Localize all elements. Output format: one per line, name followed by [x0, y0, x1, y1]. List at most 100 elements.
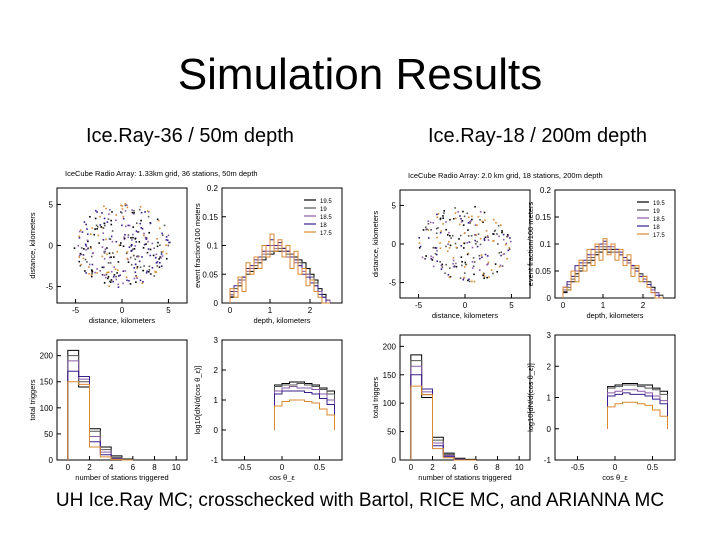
- chart-left-top-left-point: [113, 266, 115, 268]
- chart-left-top-left-point: [146, 251, 149, 254]
- chart-left-bottom-left-xtick-label: 2: [87, 463, 92, 472]
- chart-right-top-left-point: [484, 253, 487, 256]
- chart-right-top-left-title: IceCube Radio Array: 2.0 km grid, 18 sta…: [408, 171, 603, 180]
- chart-right-top-left-point: [468, 280, 471, 283]
- chart-right-top-left-ytick-label: -5: [389, 279, 397, 288]
- chart-right-top-left-point: [460, 245, 463, 247]
- chart-right-bottom-right-xtick-label: -0.5: [571, 463, 585, 472]
- chart-right-top-left-point: [468, 278, 470, 281]
- chart-right-top-left-point: [488, 276, 490, 278]
- chart-left-top-left-point: [127, 261, 130, 264]
- chart-left-top-left-point: [103, 224, 106, 227]
- chart-right-top-right-ytick-label: 0.2: [540, 186, 552, 195]
- chart-left-top-left-point: [104, 276, 107, 279]
- chart-left-bottom-left-xtick-label: 10: [172, 463, 181, 472]
- chart-left-top-left-point: [140, 226, 143, 229]
- chart-right-top-left-point: [498, 252, 501, 254]
- chart-left-top-left-point: [160, 265, 163, 267]
- chart-left-bottom-right-ytick-label: 0: [214, 426, 219, 435]
- chart-left-top-left-point: [143, 265, 145, 267]
- chart-left-top-left-point: [132, 248, 134, 251]
- chart-left-top-left-point: [97, 234, 100, 237]
- chart-right-top-left-point: [464, 261, 467, 264]
- chart-right-bottom-right-ytick-label: 2: [547, 362, 552, 371]
- chart-left-top-left-point: [129, 283, 132, 285]
- chart-left-bottom-right-frame: [221, 339, 343, 461]
- chart-right-top-left-point: [437, 227, 439, 229]
- chart-left-top-left-point: [138, 260, 141, 263]
- chart-left-top-left-point: [133, 277, 136, 280]
- chart-left-top-left-point: [132, 233, 134, 236]
- chart-left-top-left-point: [78, 237, 81, 239]
- chart-left-top-right-series-17.5: [229, 233, 330, 304]
- chart-right-top-left-point: [418, 242, 421, 245]
- chart-left-top-left-point: [133, 209, 135, 212]
- chart-right-top-left-point: [459, 277, 462, 279]
- chart-left-top-left-point: [147, 215, 150, 218]
- chart-left-top-left-title: IceCube Radio Array: 1.33km grid, 36 sta…: [65, 169, 258, 178]
- chart-left-top-left-point: [154, 270, 157, 273]
- chart-left-top-left-point: [167, 244, 170, 247]
- chart-left-top-left-point: [151, 266, 154, 269]
- chart-right-top-left-point: [439, 231, 442, 234]
- chart-left-top-left-point: [101, 255, 104, 258]
- chart-right-top-right-series-17.5: [562, 238, 663, 299]
- chart-left-top-left-point: [144, 237, 147, 240]
- chart-right-top-left-point: [439, 242, 441, 244]
- chart-right-top-left-point: [432, 265, 435, 268]
- chart-left-top-right-xlabel: depth, kilometers: [253, 316, 310, 325]
- chart-left-top-left-point: [115, 278, 118, 281]
- chart-right-top-left-point: [475, 234, 478, 236]
- chart-right-top-left-point: [461, 264, 463, 267]
- chart-left-top-left-point: [165, 236, 168, 238]
- chart-left-top-left-point: [83, 221, 86, 223]
- chart-right-top-left-point: [479, 237, 482, 240]
- chart-left-top-left-point: [135, 241, 137, 243]
- chart-right-top-left-point: [503, 253, 506, 255]
- chart-left-bottom-right-ytick-label: 1: [214, 396, 219, 405]
- chart-left-top-left-point: [91, 263, 94, 266]
- chart-right-top-right-xlabel: depth, kilometers: [586, 311, 643, 320]
- chart-left-top-left-point: [136, 255, 138, 258]
- chart-left-top-left-point: [143, 243, 146, 246]
- chart-left-top-left-point: [169, 241, 171, 244]
- chart-right-top-left-point: [442, 223, 444, 225]
- chart-left-top-left-ytick-label: -5: [46, 283, 54, 292]
- chart-right-top-left-point: [506, 257, 508, 260]
- chart-left-top-left-point: [100, 226, 103, 228]
- chart-right-top-left-point: [507, 235, 509, 237]
- chart-right-top-left-point: [505, 242, 508, 245]
- chart-right-top-left-point: [422, 229, 425, 231]
- chart-left-top-left-point: [104, 248, 107, 250]
- chart-left-top-left-point: [156, 238, 158, 240]
- chart-right-top-left-point: [458, 238, 460, 240]
- chart-left-top-left-point: [110, 235, 113, 238]
- chart-left-top-left-point: [144, 236, 147, 239]
- chart-left-top-left-point: [82, 257, 85, 260]
- chart-left-top-left-point: [105, 238, 107, 241]
- chart-left-bottom-right-ylabel: log10[dN/d(cos θ_ε)]: [193, 366, 202, 435]
- chart-left-top-left-point: [135, 275, 137, 277]
- chart-left-top-left-point: [90, 255, 93, 258]
- chart-right-top-left-point: [486, 276, 488, 279]
- chart-left-top-left-point: [103, 205, 105, 208]
- chart-left-top-left-point: [117, 286, 120, 288]
- chart-right-top-left-point: [447, 274, 450, 276]
- chart-right-top-left-point: [436, 216, 439, 219]
- chart-left-top-left-point: [158, 227, 161, 230]
- chart-right-top-left-point: [473, 280, 476, 283]
- chart-right-bottom-right-series-18: [607, 392, 668, 429]
- chart-left-top-left-point: [108, 213, 110, 215]
- chart-left-top-right-xtick-label: 0: [228, 306, 233, 315]
- chart-right-top-left-point: [427, 237, 430, 239]
- chart-right-top-left-point: [432, 246, 435, 249]
- chart-left-top-left-point: [80, 247, 83, 249]
- chart-left-top-left-point: [124, 210, 127, 212]
- chart-left-top-left-point: [99, 215, 101, 218]
- chart-left-top-left-point: [145, 271, 148, 274]
- chart-left-bottom-right-series-19: [274, 383, 335, 430]
- chart-left-top-left-point: [157, 219, 160, 222]
- chart-right-bottom-right-xtick-label: 0: [613, 463, 618, 472]
- chart-left-top-left-point: [147, 240, 149, 243]
- chart-left-top-left-point: [165, 244, 167, 246]
